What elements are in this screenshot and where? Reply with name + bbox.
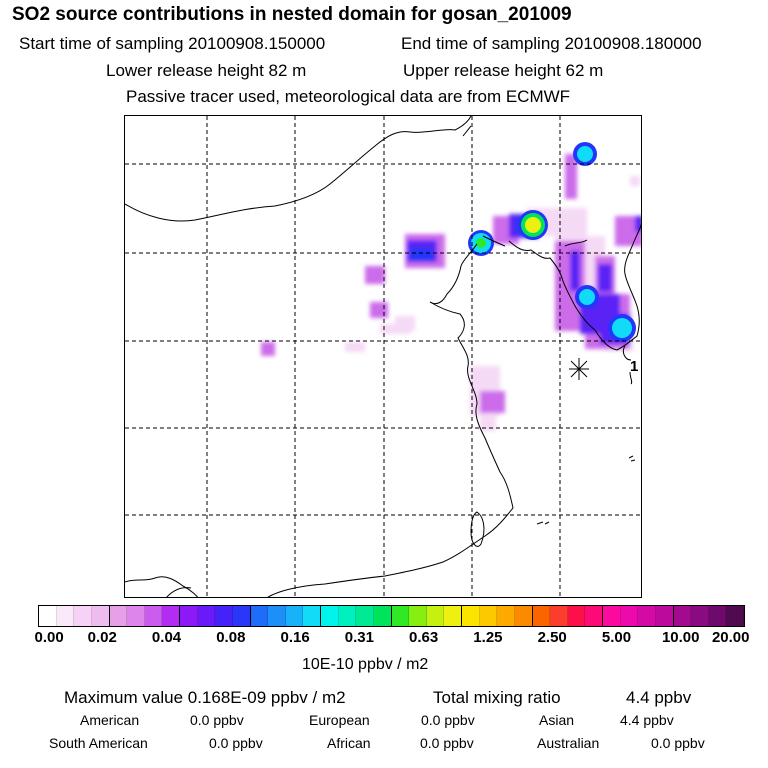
color-scale-tick-label: 0.08	[216, 629, 246, 646]
color-scale-segment	[567, 606, 586, 626]
color-scale-segment	[56, 606, 75, 626]
total-mixing-ratio-value: 4.4 ppbv	[626, 688, 692, 707]
color-scale-segment	[708, 606, 727, 626]
graticule	[125, 116, 641, 597]
color-scale-tick-label: 1.25	[473, 629, 503, 646]
receptor-marker-icon	[569, 358, 589, 380]
color-scale-tick-label: 20.00	[711, 629, 750, 646]
color-scale-segment	[127, 606, 145, 626]
color-scale-unit: 10E-10 ppbv / m2	[302, 656, 429, 673]
color-scale-tick-label: 0.63	[409, 629, 439, 646]
color-scale-segment	[268, 606, 286, 626]
color-scale-segment	[691, 606, 709, 626]
color-scale-segment	[655, 606, 674, 626]
total-mixing-ratio-label: Total mixing ratio	[433, 688, 561, 707]
color-scale-segment	[620, 606, 639, 626]
region-asian-name: Asian	[539, 712, 575, 728]
color-scale-segment	[232, 606, 251, 626]
color-scale-segment	[444, 606, 462, 626]
station-number-label: 1	[630, 358, 638, 375]
color-scale-segment	[303, 606, 321, 626]
color-scale-segment	[321, 606, 339, 626]
color-scale-segment	[603, 606, 621, 626]
region-american-value: 0.0 ppbv	[190, 712, 244, 728]
color-scale-tick-label: 0.00	[34, 629, 64, 646]
color-scale-segment	[532, 606, 551, 626]
plot-title: SO2 source contributions in nested domai…	[12, 4, 572, 25]
region-european-name: European	[309, 712, 370, 728]
color-scale-tick-label: 2.50	[537, 629, 567, 646]
color-scale-segment	[479, 606, 498, 626]
color-scale-segment	[338, 606, 357, 626]
region-european-value: 0.0 ppbv	[421, 712, 475, 728]
color-scale-segment	[91, 606, 110, 626]
color-scale-segment	[285, 606, 304, 626]
tracer-note-label: Passive tracer used, meteorological data…	[126, 87, 571, 106]
color-scale-tick-label: 5.00	[601, 629, 632, 646]
color-scale-segment	[638, 606, 656, 626]
start-time-label: Start time of sampling 20100908.150000	[19, 34, 326, 53]
color-scale-tick-label: 0.04	[151, 629, 182, 646]
color-scale-segment	[585, 606, 603, 626]
region-american-name: American	[80, 712, 140, 728]
color-scale-segment	[373, 606, 392, 626]
color-scale-segment	[197, 606, 216, 626]
color-scale-segment	[409, 606, 427, 626]
color-scale-segment	[109, 606, 128, 626]
color-scale-segment	[673, 606, 692, 626]
color-scale-segment	[426, 606, 445, 626]
region-australian-value: 0.0 ppbv	[651, 735, 705, 751]
region-australian-name: Australian	[537, 735, 600, 751]
region-south-american-value: 0.0 ppbv	[209, 735, 263, 751]
color-scale-segment	[74, 606, 92, 626]
color-scale-tick-label: 10.00	[661, 629, 700, 646]
color-scale-segment	[514, 606, 533, 626]
color-scale-segment	[180, 606, 198, 626]
region-south-american-name: South American	[49, 735, 148, 751]
upper-release-height-label: Upper release height 62 m	[403, 61, 604, 80]
end-time-label: End time of sampling 20100908.180000	[401, 34, 702, 53]
color-scale-tick-label: 0.31	[344, 629, 374, 646]
region-asian-value: 4.4 ppbv	[620, 712, 674, 728]
color-scale-segment	[391, 606, 410, 626]
maximum-value-label: Maximum value 0.168E-09 ppbv / m2	[64, 688, 346, 707]
color-scale-segment	[162, 606, 180, 626]
color-scale-segment	[497, 606, 515, 626]
color-scale-segment	[550, 606, 568, 626]
color-scale-bar	[38, 605, 745, 627]
region-african-name: African	[327, 735, 371, 751]
color-scale-tick-label: 0.02	[87, 629, 117, 646]
color-scale-segment	[144, 606, 163, 626]
map-canvas: 1	[125, 116, 641, 597]
color-scale-segment	[250, 606, 269, 626]
concentration-plume	[261, 154, 641, 431]
map-panel: 1	[124, 115, 642, 598]
coastlines	[125, 116, 641, 597]
region-african-value: 0.0 ppbv	[420, 735, 474, 751]
color-scale-segment	[356, 606, 374, 626]
color-scale-tick-label: 0.16	[280, 629, 310, 646]
color-scale-segment	[726, 606, 744, 626]
color-scale-segment	[462, 606, 480, 626]
lower-release-height-label: Lower release height 82 m	[106, 61, 307, 80]
color-scale-segment	[39, 606, 57, 626]
color-scale-segment	[215, 606, 233, 626]
